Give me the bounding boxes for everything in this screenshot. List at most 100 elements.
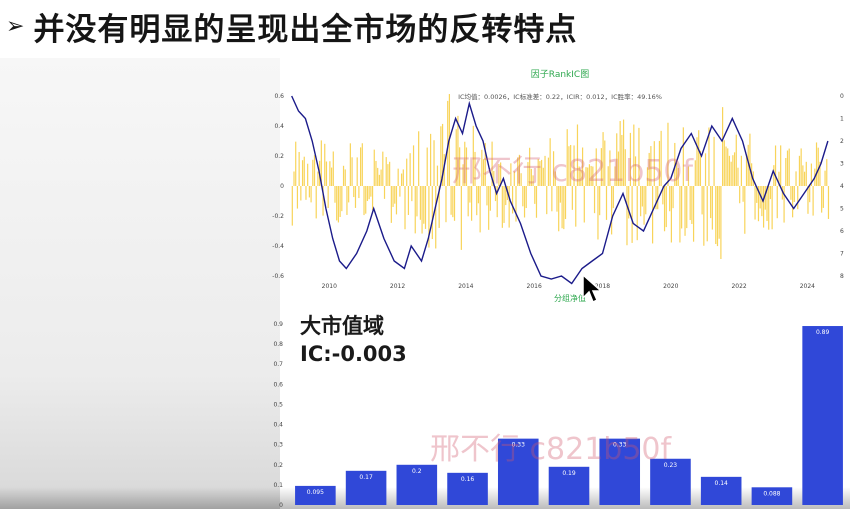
ic-bar	[418, 131, 420, 186]
bar-y-tick-label: 0.9	[273, 321, 283, 328]
ic-bar	[494, 186, 497, 202]
bar-y-tick-label: 0.4	[273, 422, 283, 429]
ic-bar	[708, 127, 710, 186]
ic-bar	[780, 145, 782, 186]
ic-bar	[732, 155, 734, 186]
y-left-tick-label: 0	[280, 183, 284, 190]
metric-ic-value: IC:-0.003	[300, 342, 407, 366]
ic-bar	[344, 169, 346, 186]
ic-bar	[522, 186, 524, 207]
ic-bar	[315, 186, 317, 219]
ic-bar	[341, 186, 343, 212]
x-tick-label: 2024	[800, 283, 815, 290]
rank-ic-chart: 因子RankIC图 IC均值：0.0026，IC标准差：0.22，ICIR：0.0…	[272, 69, 844, 303]
ic-bar	[436, 165, 439, 186]
ic-bar	[400, 173, 403, 186]
ic-bar	[556, 186, 558, 212]
ic-bar	[348, 186, 350, 203]
ic-bar	[564, 186, 567, 220]
ic-bar	[542, 167, 544, 186]
ic-bar	[643, 186, 645, 225]
ic-bar	[527, 162, 529, 186]
ic-bar	[713, 136, 715, 186]
group-bar	[396, 464, 438, 505]
ic-bar	[523, 186, 526, 218]
ic-bar	[424, 186, 427, 229]
ic-bar	[320, 140, 322, 186]
ic-bar	[518, 154, 521, 186]
y-left-tick-label: -0.6	[272, 273, 284, 280]
ic-bar	[756, 186, 758, 203]
ic-bar	[819, 161, 821, 186]
ic-bar	[508, 186, 510, 228]
ic-bar	[665, 186, 667, 228]
ic-bar	[414, 186, 416, 234]
ic-bar	[445, 186, 447, 223]
ic-bar	[452, 186, 454, 218]
ic-cumulative-line	[291, 95, 829, 285]
ic-bar	[517, 157, 519, 186]
ic-bar	[477, 186, 480, 204]
watermark-top: 邢不行 c821b50f	[452, 154, 694, 189]
ic-bar	[783, 186, 785, 223]
ic-bar	[593, 186, 596, 214]
ic-bar	[652, 186, 654, 244]
ic-bar	[667, 122, 669, 186]
y-left-tick-label: 0.6	[274, 93, 284, 100]
ic-bar	[774, 145, 777, 186]
ic-bar	[411, 186, 413, 202]
ic-bar	[428, 186, 430, 248]
ic-bar	[718, 186, 720, 239]
ic-bar	[404, 186, 406, 230]
metric-label: 大市值域	[300, 314, 384, 338]
ic-bar	[578, 166, 580, 186]
ic-bar	[307, 163, 309, 186]
ic-bar	[694, 160, 696, 186]
ic-bar	[759, 186, 761, 209]
slide-title: ➢ 并没有明显的呈现出全市场的反转特点	[6, 4, 577, 48]
ic-bar	[762, 186, 765, 228]
ic-bar	[380, 169, 382, 186]
ic-bar	[371, 186, 374, 210]
ic-bar	[399, 186, 401, 197]
ic-bar	[646, 167, 649, 186]
ic-bar	[607, 166, 609, 186]
ic-bar	[617, 151, 620, 186]
y-left-tick-label: 0.4	[274, 123, 284, 130]
x-axis-label: 分组净值	[554, 293, 586, 303]
ic-bar	[339, 186, 341, 217]
ic-bar	[636, 186, 638, 241]
x-tick-label: 2012	[390, 283, 405, 290]
ic-bar	[450, 186, 452, 215]
bar-value-label: 0.19	[562, 470, 576, 477]
ic-bar	[581, 147, 584, 186]
ic-bar	[346, 186, 348, 215]
ic-bar	[378, 174, 380, 186]
ic-bar	[366, 186, 369, 202]
ic-bar	[535, 186, 538, 218]
ic-bar	[669, 186, 671, 212]
ic-bar	[440, 126, 442, 186]
ic-bar	[826, 159, 828, 186]
ic-bar	[773, 165, 775, 186]
ic-bar	[431, 186, 433, 240]
ic-bar	[561, 186, 563, 229]
ic-bar	[684, 186, 686, 236]
bar-y-tick-label: 0.1	[273, 482, 283, 489]
ic-bar	[489, 186, 491, 211]
ic-bar	[687, 166, 690, 186]
chart-subtitle: IC均值：0.0026，IC标准差：0.22，ICIR：0.012，IC胜率：4…	[458, 92, 662, 101]
ic-bar	[716, 186, 719, 247]
ic-bars	[291, 94, 830, 259]
y-right-tick-label: 8	[840, 273, 844, 280]
ic-bar	[460, 186, 462, 250]
ic-bar	[373, 149, 375, 186]
ic-bar	[771, 186, 773, 230]
ic-bar	[467, 186, 469, 217]
ic-bar	[520, 173, 522, 186]
ic-bar	[672, 186, 674, 209]
ic-bar	[479, 186, 481, 233]
ic-bar	[546, 186, 548, 215]
ic-bar	[464, 141, 466, 186]
ic-bar	[568, 146, 570, 186]
